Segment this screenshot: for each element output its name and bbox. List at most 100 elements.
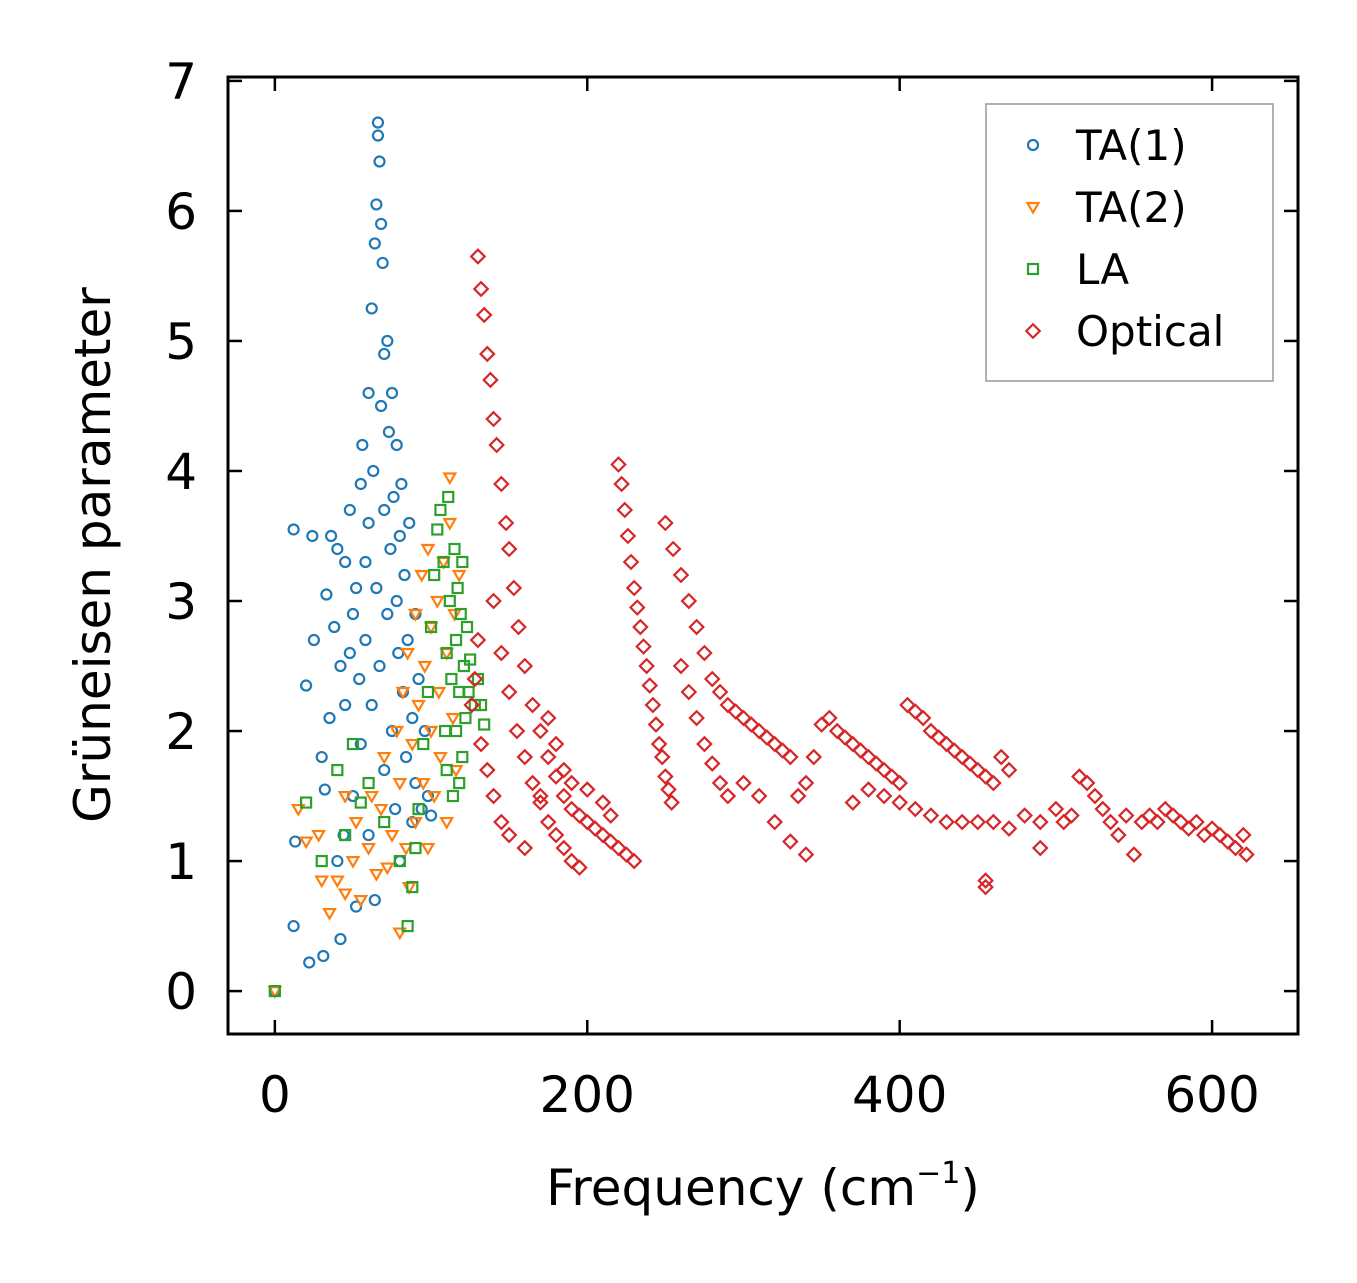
data-point bbox=[406, 711, 419, 725]
y-tick-label: 6 bbox=[165, 183, 197, 241]
data-point bbox=[354, 796, 367, 809]
data-point bbox=[365, 698, 378, 712]
data-point bbox=[454, 607, 467, 621]
data-point bbox=[478, 345, 496, 363]
data-point bbox=[395, 477, 408, 491]
data-point bbox=[555, 761, 573, 779]
data-point bbox=[493, 644, 510, 662]
data-point bbox=[1078, 774, 1096, 792]
data-point bbox=[398, 842, 414, 856]
legend-item: TA(2) bbox=[1025, 183, 1187, 232]
data-point bbox=[1063, 807, 1080, 824]
data-point bbox=[328, 620, 341, 634]
data-point bbox=[307, 633, 321, 647]
data-point bbox=[891, 794, 908, 811]
data-point bbox=[376, 751, 392, 765]
data-point bbox=[353, 672, 366, 686]
data-point bbox=[368, 893, 381, 907]
x-tick-label: 400 bbox=[852, 1066, 947, 1124]
data-point bbox=[371, 129, 385, 142]
data-point bbox=[469, 248, 487, 265]
data-point bbox=[393, 529, 406, 543]
data-point bbox=[453, 776, 466, 790]
data-point bbox=[290, 803, 306, 817]
data-point bbox=[1086, 787, 1104, 805]
data-point bbox=[1016, 807, 1033, 824]
data-point bbox=[289, 835, 302, 848]
data-point bbox=[401, 919, 414, 933]
data-point bbox=[399, 750, 413, 764]
data-point bbox=[368, 868, 384, 882]
data-point bbox=[406, 880, 419, 894]
data-point bbox=[463, 696, 480, 714]
data-point bbox=[374, 399, 388, 413]
data-point bbox=[339, 555, 352, 569]
data-point bbox=[985, 813, 1002, 831]
data-point bbox=[324, 529, 338, 543]
data-point bbox=[625, 852, 643, 870]
data-point bbox=[440, 763, 453, 777]
data-point bbox=[373, 803, 389, 817]
data-point bbox=[493, 475, 510, 493]
data-point bbox=[1047, 800, 1065, 818]
data-point bbox=[346, 607, 360, 621]
data-point bbox=[680, 683, 698, 701]
data-point bbox=[711, 683, 729, 701]
data-point bbox=[384, 542, 397, 556]
y-tick-label: 3 bbox=[165, 573, 197, 631]
data-point bbox=[379, 862, 395, 876]
data-point bbox=[969, 813, 987, 831]
data-point bbox=[362, 386, 375, 400]
data-point bbox=[339, 698, 352, 712]
data-point bbox=[555, 787, 573, 805]
data-point bbox=[821, 709, 838, 727]
series-ta-1- bbox=[268, 116, 438, 998]
series-optical bbox=[463, 248, 1255, 896]
data-point bbox=[378, 815, 391, 829]
data-point bbox=[343, 646, 356, 660]
data-point bbox=[412, 802, 425, 816]
data-point bbox=[320, 588, 333, 601]
data-point bbox=[696, 644, 713, 662]
data-point bbox=[390, 594, 403, 608]
data-point bbox=[381, 607, 394, 621]
data-point bbox=[449, 724, 463, 738]
y-tick-label: 5 bbox=[165, 313, 197, 371]
data-point bbox=[456, 750, 469, 764]
data-point bbox=[482, 371, 499, 389]
data-point bbox=[688, 709, 705, 727]
data-point bbox=[992, 748, 1010, 766]
data-point bbox=[348, 816, 364, 830]
data-point bbox=[680, 592, 698, 610]
data-point bbox=[1102, 813, 1119, 831]
data-point bbox=[398, 568, 411, 582]
data-point bbox=[298, 836, 314, 850]
data-point bbox=[393, 854, 406, 868]
data-point bbox=[426, 790, 442, 804]
data-point bbox=[381, 334, 394, 348]
data-point bbox=[1125, 846, 1143, 863]
data-point bbox=[619, 527, 637, 545]
data-point bbox=[331, 763, 344, 777]
legend-label: LA bbox=[1076, 245, 1129, 294]
data-point bbox=[442, 517, 458, 531]
data-point bbox=[805, 748, 823, 766]
data-point bbox=[547, 735, 565, 753]
data-point bbox=[650, 735, 668, 753]
y-tick-label: 4 bbox=[165, 443, 197, 501]
data-point bbox=[464, 653, 477, 666]
data-point bbox=[448, 542, 461, 556]
data-point bbox=[395, 686, 411, 700]
legend-label: Optical bbox=[1076, 307, 1224, 356]
data-point bbox=[315, 750, 328, 764]
data-point bbox=[334, 932, 347, 946]
data-point bbox=[485, 787, 502, 805]
data-point bbox=[437, 555, 450, 569]
data-point bbox=[547, 826, 565, 844]
data-point bbox=[411, 699, 426, 713]
data-point bbox=[408, 816, 423, 830]
data-point bbox=[532, 794, 549, 811]
data-point bbox=[373, 155, 386, 168]
data-point bbox=[906, 800, 924, 818]
data-point bbox=[434, 503, 447, 517]
